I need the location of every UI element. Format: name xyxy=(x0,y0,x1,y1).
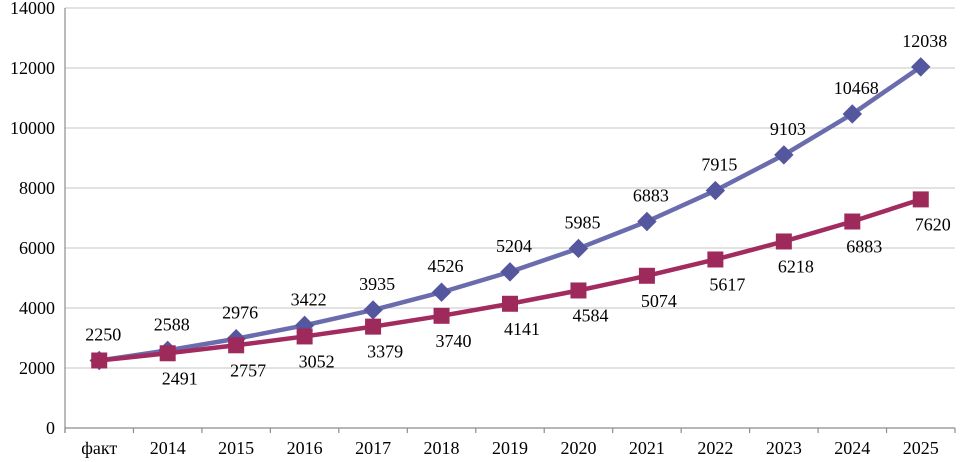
diamond-marker xyxy=(842,104,863,124)
x-axis-tick-label: 2024 xyxy=(834,438,870,458)
x-axis-tick-label: факт xyxy=(81,438,117,458)
data-point-label: 3422 xyxy=(291,289,327,309)
x-axis-tick-label: 2019 xyxy=(492,438,528,458)
data-point-label: 4584 xyxy=(572,305,608,325)
square-marker xyxy=(638,267,655,284)
square-marker xyxy=(365,318,382,335)
data-point-label: 2976 xyxy=(222,303,258,323)
diamond-marker xyxy=(705,180,726,201)
x-axis-tick-label: 2025 xyxy=(903,438,939,458)
data-point-label: 5617 xyxy=(709,274,745,294)
y-axis-tick-label: 8000 xyxy=(19,178,55,198)
data-point-label: 3379 xyxy=(367,342,403,362)
square-marker xyxy=(502,295,518,312)
y-axis-tick-label: 0 xyxy=(46,418,55,438)
diamond-marker xyxy=(637,211,657,232)
x-axis-tick-label: 2016 xyxy=(287,438,323,458)
diamond-marker xyxy=(911,57,931,77)
data-point-label: 2757 xyxy=(230,360,266,380)
x-axis-tick-label: 2017 xyxy=(355,438,391,458)
diamond-marker xyxy=(431,282,452,302)
square-marker xyxy=(707,251,724,268)
data-point-label: 2250 xyxy=(85,325,121,345)
y-axis-tick-label: 6000 xyxy=(19,238,55,258)
data-point-label: 4526 xyxy=(428,256,464,276)
data-point-label: 6218 xyxy=(778,256,814,276)
diamond-marker xyxy=(500,262,520,282)
data-point-label: 12038 xyxy=(902,31,947,51)
data-point-label: 3740 xyxy=(436,331,472,351)
y-axis-tick-label: 10000 xyxy=(10,118,55,138)
x-axis-tick-label: 2021 xyxy=(629,438,665,458)
x-axis-tick-label: 2022 xyxy=(697,438,733,458)
data-point-label: 10468 xyxy=(834,78,879,98)
square-marker xyxy=(296,328,313,345)
square-marker xyxy=(775,233,792,250)
x-axis-tick-label: 2023 xyxy=(766,438,802,458)
diamond-marker xyxy=(568,238,589,259)
square-marker xyxy=(433,307,450,324)
x-axis-tick-label: 2020 xyxy=(560,438,596,458)
x-axis-tick-label: 2018 xyxy=(424,438,460,458)
y-axis-tick-label: 14000 xyxy=(10,0,55,18)
x-axis-tick-label: 2014 xyxy=(150,438,186,458)
data-point-label: 7620 xyxy=(915,214,951,234)
square-marker xyxy=(912,191,929,208)
data-point-label: 6883 xyxy=(633,186,669,206)
square-marker xyxy=(228,337,245,354)
data-point-label: 9103 xyxy=(770,119,806,139)
data-point-label: 2491 xyxy=(162,368,198,388)
y-axis-tick-label: 12000 xyxy=(10,58,55,78)
data-point-label: 3935 xyxy=(359,274,395,294)
data-point-label: 7915 xyxy=(701,155,737,175)
y-axis-tick-label: 4000 xyxy=(19,298,55,318)
square-marker xyxy=(91,352,108,369)
data-point-label: 4141 xyxy=(504,319,540,339)
data-point-label: 6883 xyxy=(846,237,882,257)
diamond-marker xyxy=(774,145,794,165)
square-marker xyxy=(159,345,176,362)
y-axis-tick-label: 2000 xyxy=(19,358,55,378)
square-marker xyxy=(570,282,587,299)
data-point-label: 5074 xyxy=(641,291,677,311)
data-point-label: 5985 xyxy=(564,212,600,232)
x-axis-tick-label: 2015 xyxy=(218,438,254,458)
diamond-marker xyxy=(363,300,383,320)
square-marker xyxy=(844,213,861,230)
data-point-label: 5204 xyxy=(496,236,532,256)
data-point-label: 2588 xyxy=(154,314,190,334)
data-point-label: 3052 xyxy=(299,351,335,371)
